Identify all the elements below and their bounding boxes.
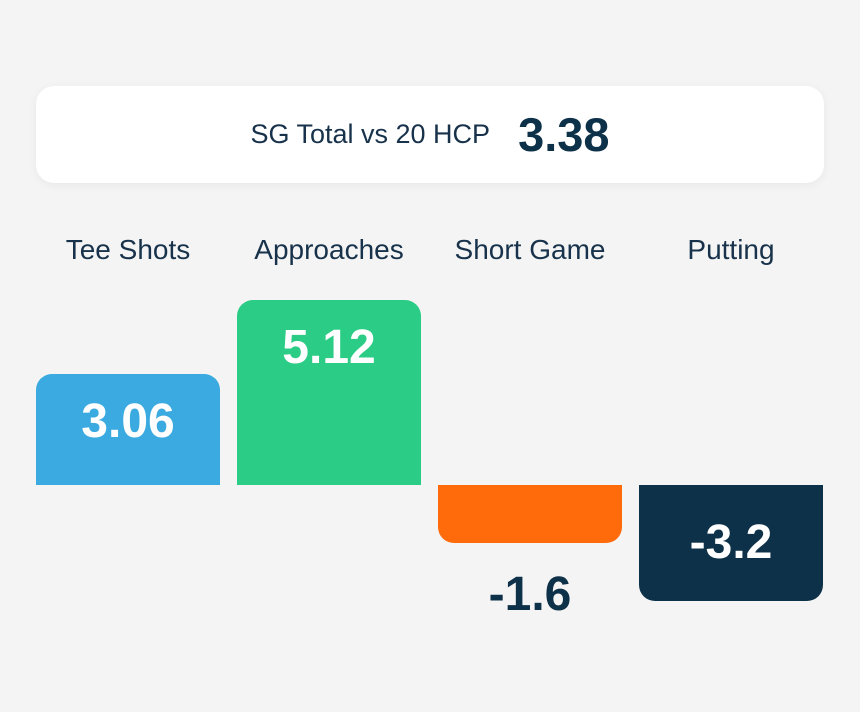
category-label-putting: Putting: [687, 234, 775, 265]
value-label-putting: -3.2: [689, 515, 773, 569]
category-label-approaches: Approaches: [254, 234, 404, 265]
sg-total-label: SG Total vs 20 HCP: [250, 119, 491, 149]
bar-short-game: [438, 485, 622, 543]
value-label-short-game: -1.6: [488, 567, 572, 621]
sg-total-card: SG Total vs 20 HCP 3.38: [36, 86, 824, 183]
bar-putting: [639, 485, 823, 601]
bar-tee-shots: [36, 374, 220, 485]
sg-total-value: 3.38: [518, 108, 610, 161]
bar-approaches: [237, 299, 421, 485]
value-label-tee-shots: 3.06: [81, 395, 175, 449]
category-label-short-game: Short Game: [454, 234, 606, 265]
category-label-tee-shots: Tee Shots: [65, 234, 191, 265]
value-label-approaches: 5.12: [282, 320, 376, 374]
